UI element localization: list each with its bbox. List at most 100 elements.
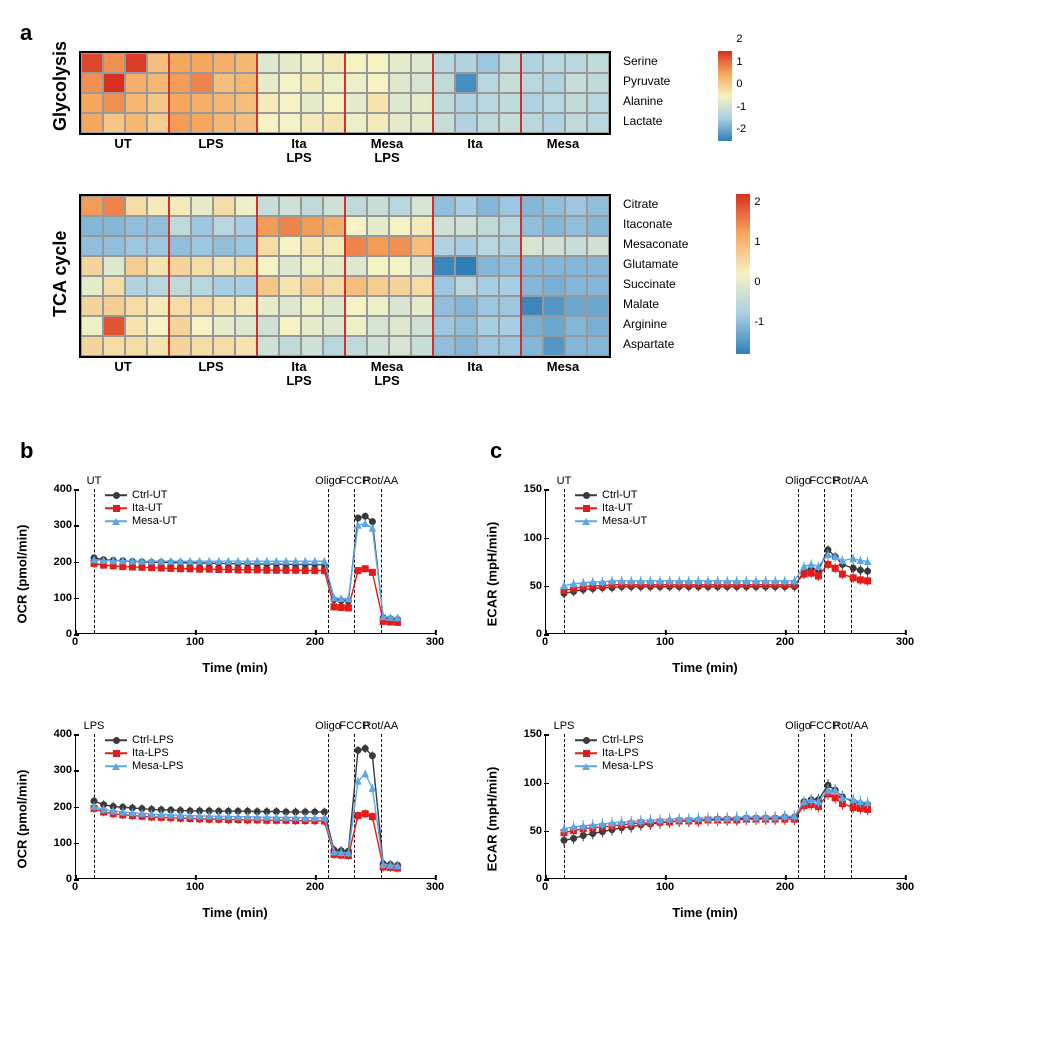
- panel-a: a GlycolysisUTLPSIta LPSMesa LPSItaMesaS…: [20, 20, 1030, 388]
- legend-item: Mesa-UT: [575, 515, 647, 527]
- heatmap-rowlabels: CitrateItaconateMesaconateGlutamateSucci…: [619, 194, 688, 354]
- heatmap-cell: [81, 216, 103, 236]
- heatmap-cell: [81, 236, 103, 256]
- legend-label: Ita-LPS: [132, 747, 169, 759]
- heatmap-cell: [521, 196, 543, 216]
- heatmap-cell: [477, 256, 499, 276]
- colorbar-bar: [736, 194, 750, 354]
- series-marker: [355, 813, 361, 819]
- heatmap-cell: [191, 196, 213, 216]
- heatmap-cell: [587, 93, 609, 113]
- heatmap-cell: [191, 73, 213, 93]
- heatmap-cell: [367, 256, 389, 276]
- heatmap-group-separator: [256, 53, 258, 133]
- heatmap-cell: [499, 296, 521, 316]
- series-marker: [355, 568, 361, 574]
- heatmap-cell: [213, 336, 235, 356]
- series-marker: [815, 573, 821, 579]
- heatmap-cell: [455, 236, 477, 256]
- heatmap-cell: [301, 216, 323, 236]
- heatmap-cell: [279, 336, 301, 356]
- series-marker: [865, 568, 871, 574]
- heatmap-cell: [169, 336, 191, 356]
- heatmap-cell: [345, 196, 367, 216]
- panel-c-charts: ECAR (mpH/min)Time (min)UTOligoFCCPRot/A…: [490, 479, 920, 914]
- heatmap-cell: [125, 236, 147, 256]
- heatmap-cell: [587, 316, 609, 336]
- heatmap-xlabel: Ita LPS: [255, 360, 343, 389]
- heatmap-group-separator: [432, 196, 434, 356]
- heatmap-cell: [191, 336, 213, 356]
- heatmap-cell: [235, 93, 257, 113]
- heatmap-cell: [169, 256, 191, 276]
- series-marker: [331, 604, 337, 610]
- heatmap-cell: [411, 296, 433, 316]
- heatmap-cell: [477, 236, 499, 256]
- heatmap-cell: [565, 256, 587, 276]
- x-tick: 100: [656, 881, 674, 893]
- heatmap-cell: [455, 53, 477, 73]
- heatmap-cell: [257, 93, 279, 113]
- heatmap-cell: [213, 316, 235, 336]
- legend-marker-icon: [105, 490, 127, 500]
- heatmap-cell: [477, 53, 499, 73]
- heatmap-cell: [455, 336, 477, 356]
- heatmap-cell: [235, 113, 257, 133]
- heatmap-cell: [521, 53, 543, 73]
- heatmap-cell: [477, 196, 499, 216]
- y-tick: 100: [54, 592, 72, 604]
- x-tick: 200: [776, 636, 794, 648]
- heatmap-cell: [301, 276, 323, 296]
- legend-label: Ctrl-LPS: [602, 734, 644, 746]
- heatmap-cell: [433, 53, 455, 73]
- heatmap-cell: [103, 256, 125, 276]
- x-tick: 100: [186, 636, 204, 648]
- heatmap-rowlabels: SerinePyruvateAlanineLactate: [619, 51, 670, 131]
- heatmap-cell: [81, 196, 103, 216]
- heatmap-cell: [235, 296, 257, 316]
- panels-bc-row: b OCR (pmol/min)Time (min)UTOligoFCCPRot…: [20, 438, 1030, 969]
- series-marker: [345, 605, 351, 611]
- heatmap-cell: [455, 196, 477, 216]
- y-axis-title: OCR (pmol/min): [15, 770, 30, 869]
- heatmap-cell: [433, 93, 455, 113]
- heatmap-cell: [389, 73, 411, 93]
- heatmap-cell: [103, 73, 125, 93]
- heatmap-cell: [257, 113, 279, 133]
- heatmap-cell: [411, 73, 433, 93]
- heatmap-cell: [257, 53, 279, 73]
- heatmap-rowlabel: Serine: [619, 51, 670, 71]
- colorbar: -2-1012: [718, 51, 756, 141]
- series-marker: [362, 513, 368, 519]
- heatmap-cell: [565, 93, 587, 113]
- heatmap-cell: [521, 296, 543, 316]
- heatmap-cell: [455, 113, 477, 133]
- y-tick: 300: [54, 764, 72, 776]
- heatmap-cell: [521, 336, 543, 356]
- heatmap-cell: [345, 113, 367, 133]
- heatmap-cell: [125, 113, 147, 133]
- line-chart: OCR (pmol/min)Time (min)UTOligoFCCPRot/A…: [20, 479, 450, 669]
- legend: Ctrl-UTIta-UTMesa-UT: [575, 489, 647, 528]
- x-tick: 300: [896, 636, 914, 648]
- heatmap-cell: [147, 216, 169, 236]
- heatmap-cell: [367, 296, 389, 316]
- panel-b: b OCR (pmol/min)Time (min)UTOligoFCCPRot…: [20, 438, 450, 969]
- panel-a-label: a: [20, 20, 1030, 46]
- heatmap-cell: [433, 276, 455, 296]
- heatmap-cell: [125, 216, 147, 236]
- series-marker: [850, 565, 856, 571]
- heatmap-cell: [389, 93, 411, 113]
- heatmap-cell: [169, 276, 191, 296]
- series-marker: [139, 564, 145, 570]
- series-marker: [206, 566, 212, 572]
- legend-marker-icon: [575, 735, 597, 745]
- heatmap-cell: [279, 236, 301, 256]
- heatmap-cell: [279, 93, 301, 113]
- heatmap-cell: [323, 236, 345, 256]
- heatmap-cell: [521, 216, 543, 236]
- heatmap-xlabel: UT: [79, 137, 167, 166]
- heatmap-cell: [125, 73, 147, 93]
- x-tick: 0: [542, 636, 548, 648]
- heatmap-cell: [521, 276, 543, 296]
